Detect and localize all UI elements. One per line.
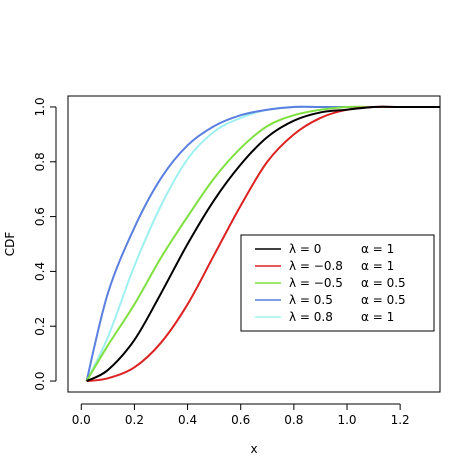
y-tick-label: 0.2 bbox=[33, 317, 47, 336]
x-tick-label: 0.2 bbox=[125, 413, 144, 427]
y-tick-label: 0.8 bbox=[33, 152, 47, 171]
x-tick-label: 1.2 bbox=[391, 413, 410, 427]
legend-lambda-label: λ = 0 bbox=[289, 242, 321, 256]
y-axis: 0.0 0.2 0.4 0.6 0.8 1.0 bbox=[33, 97, 57, 391]
plot-box bbox=[67, 95, 441, 393]
y-tick-label: 0.0 bbox=[33, 371, 47, 390]
x-tick-label: 0.4 bbox=[178, 413, 197, 427]
legend-alpha-label: α = 0.5 bbox=[361, 276, 406, 290]
x-tick-label: 0.6 bbox=[231, 413, 250, 427]
legend-lambda-label: λ = −0.5 bbox=[289, 276, 343, 290]
y-tick-label: 0.4 bbox=[33, 262, 47, 281]
x-tick-label: 0.8 bbox=[284, 413, 303, 427]
legend: λ = 0 α = 1 λ = −0.8 α = 1 λ = −0.5 α = 0.5 λ … bbox=[240, 234, 435, 332]
x-axis-title: x bbox=[250, 442, 257, 456]
legend-lambda-label: λ = −0.8 bbox=[289, 259, 343, 273]
y-tick-label: 0.6 bbox=[33, 207, 47, 226]
x-tick-label: 1.0 bbox=[337, 413, 356, 427]
legend-alpha-label: α = 1 bbox=[361, 310, 394, 324]
series-lines bbox=[85, 105, 440, 383]
legend-lambda-label: λ = 0.5 bbox=[289, 293, 333, 307]
legend-alpha-label: α = 0.5 bbox=[361, 293, 406, 307]
x-tick-label: 0.0 bbox=[72, 413, 91, 427]
x-axis: 0.0 0.2 0.4 0.6 0.8 1.0 1.2 bbox=[72, 403, 410, 427]
y-tick-label: 1.0 bbox=[33, 97, 47, 116]
series-line-0 bbox=[86, 105, 440, 382]
legend-alpha-label: α = 1 bbox=[361, 259, 394, 273]
legend-alpha-label: α = 1 bbox=[361, 242, 394, 256]
y-axis-title: CDF bbox=[3, 232, 17, 257]
legend-lambda-label: λ = 0.8 bbox=[289, 310, 333, 324]
